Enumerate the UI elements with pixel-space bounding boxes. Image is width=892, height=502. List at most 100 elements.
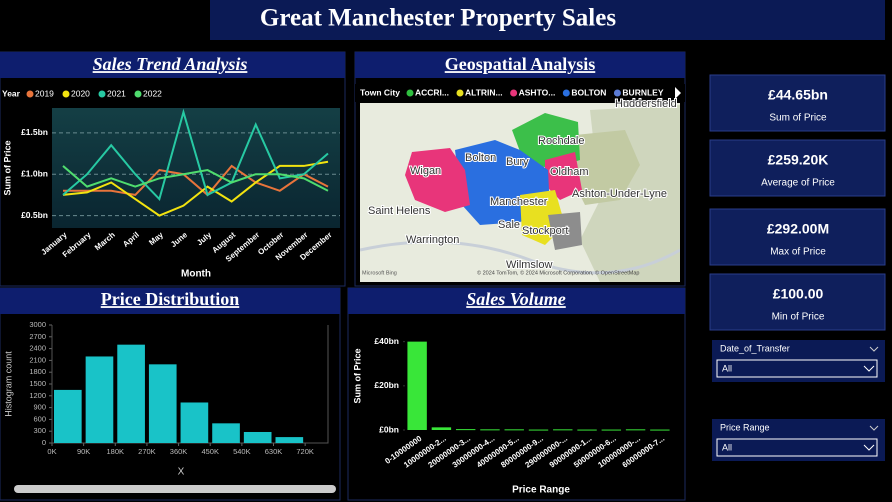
panel-title: Sales Volume xyxy=(466,289,566,309)
kpi-card xyxy=(709,74,886,132)
x-axis-label: Price Range xyxy=(512,485,570,496)
y-tick-label: 3000 xyxy=(29,320,46,329)
y-axis-label: Sum of Price xyxy=(2,140,12,195)
y-tick-label: 300 xyxy=(33,426,46,435)
place-label: Rochdale xyxy=(538,135,584,147)
x-tick-label: 0K xyxy=(47,447,56,456)
legend-label: 2020 xyxy=(71,88,90,98)
region xyxy=(570,130,640,205)
panel-header xyxy=(0,288,340,314)
y-tick-label: 0 xyxy=(42,438,46,447)
slicer-label: Price Range xyxy=(720,422,770,432)
y-tick-label: £40bn xyxy=(374,336,399,346)
place-label: Bolton xyxy=(465,152,496,164)
y-tick-label: £20bn xyxy=(374,380,399,390)
kpi-label: Sum of Price xyxy=(769,113,827,124)
panel-header xyxy=(0,52,345,78)
kpi-label: Average of Price xyxy=(761,178,835,189)
legend-label: BOLTON xyxy=(571,87,606,97)
kpi-value: £44.65bn xyxy=(768,87,828,103)
x-tick-label: 360K xyxy=(170,447,188,456)
y-tick-label: 900 xyxy=(33,403,46,412)
panel-header xyxy=(348,288,685,314)
place-label: Sale xyxy=(498,219,520,231)
place-label: Stockport xyxy=(522,225,568,237)
y-tick-label: £0.5bn xyxy=(21,210,48,220)
legend-label: ASHTO... xyxy=(519,87,556,97)
plot-area xyxy=(52,108,340,228)
bar xyxy=(54,389,82,443)
bar xyxy=(180,402,209,443)
legend-label: BURNLEY xyxy=(622,87,663,97)
map xyxy=(360,103,680,282)
place-label: Wilmslow xyxy=(506,259,552,271)
legend-marker xyxy=(613,89,621,97)
kpi-label: Min of Price xyxy=(772,312,825,323)
x-tick-label: 90K xyxy=(77,447,90,456)
x-tick-label: 540K xyxy=(233,447,251,456)
panel-title: Sales Trend Analysis xyxy=(93,54,248,74)
bar xyxy=(148,364,177,443)
panel-title: Geospatial Analysis xyxy=(445,54,596,74)
road xyxy=(360,240,680,275)
y-tick-label: 2100 xyxy=(29,355,46,364)
legend-scroll[interactable] xyxy=(675,87,681,99)
place-label: Saint Helens xyxy=(368,205,431,217)
panel xyxy=(347,287,686,501)
legend-marker xyxy=(456,89,464,97)
legend-title: Town City xyxy=(360,87,400,97)
line xyxy=(62,160,329,217)
kpi-value: £259.20K xyxy=(768,152,829,168)
bar xyxy=(455,429,476,431)
y-tick-label: 600 xyxy=(33,414,46,423)
bar xyxy=(117,344,145,443)
legend-title: Year xyxy=(2,88,21,98)
dashboard-title: Great Manchester Property Sales xyxy=(260,5,616,32)
map-logo: Microsoft Bing xyxy=(362,270,397,276)
slicer-label: Date_of_Transfer xyxy=(720,343,790,353)
y-tick-label: £1.0bn xyxy=(21,168,48,178)
chevron[interactable] xyxy=(869,346,879,352)
x-tick-label: 270K xyxy=(138,447,156,456)
region xyxy=(545,152,582,200)
panel-title: Price Distribution xyxy=(101,289,239,309)
bar xyxy=(243,431,272,443)
bar xyxy=(577,429,597,431)
bar xyxy=(504,429,524,431)
y-tick-label: 1200 xyxy=(29,391,46,400)
kpi-value: £292.00M xyxy=(767,221,829,237)
legend-marker xyxy=(26,90,34,98)
bar xyxy=(528,429,549,431)
x-axis-label: Month xyxy=(181,269,211,280)
dropdown-value: All xyxy=(722,442,732,452)
y-tick-label: 2700 xyxy=(29,332,46,341)
bar xyxy=(212,423,240,443)
legend-label: ACCRI... xyxy=(415,87,449,97)
dropdown[interactable] xyxy=(716,438,878,457)
x-tick-label: 450K xyxy=(201,447,219,456)
bar xyxy=(480,429,500,431)
region xyxy=(405,148,470,212)
chevron[interactable] xyxy=(863,365,875,372)
place-label: Huddersfield xyxy=(615,98,677,110)
y-tick-label: 2400 xyxy=(29,344,46,353)
legend-marker xyxy=(406,89,414,97)
line xyxy=(62,108,329,201)
place-label: Oldham xyxy=(550,166,589,178)
chevron[interactable] xyxy=(869,425,879,431)
map-attribution: © 2024 TomTom, © 2024 Microsoft Corporat… xyxy=(477,269,639,276)
place-label: Manchester xyxy=(490,196,548,208)
y-tick-label: 1800 xyxy=(29,367,46,376)
y-axis-label: Sum of Price xyxy=(352,348,362,403)
dropdown[interactable] xyxy=(716,359,878,378)
line xyxy=(62,165,329,192)
kpi-card xyxy=(709,208,886,266)
bar xyxy=(407,341,427,430)
title-bar xyxy=(210,0,885,40)
legend-label: 2021 xyxy=(107,88,126,98)
x-tick-label: 630K xyxy=(265,447,283,456)
scrollbar[interactable] xyxy=(14,485,336,493)
chevron[interactable] xyxy=(863,444,875,451)
